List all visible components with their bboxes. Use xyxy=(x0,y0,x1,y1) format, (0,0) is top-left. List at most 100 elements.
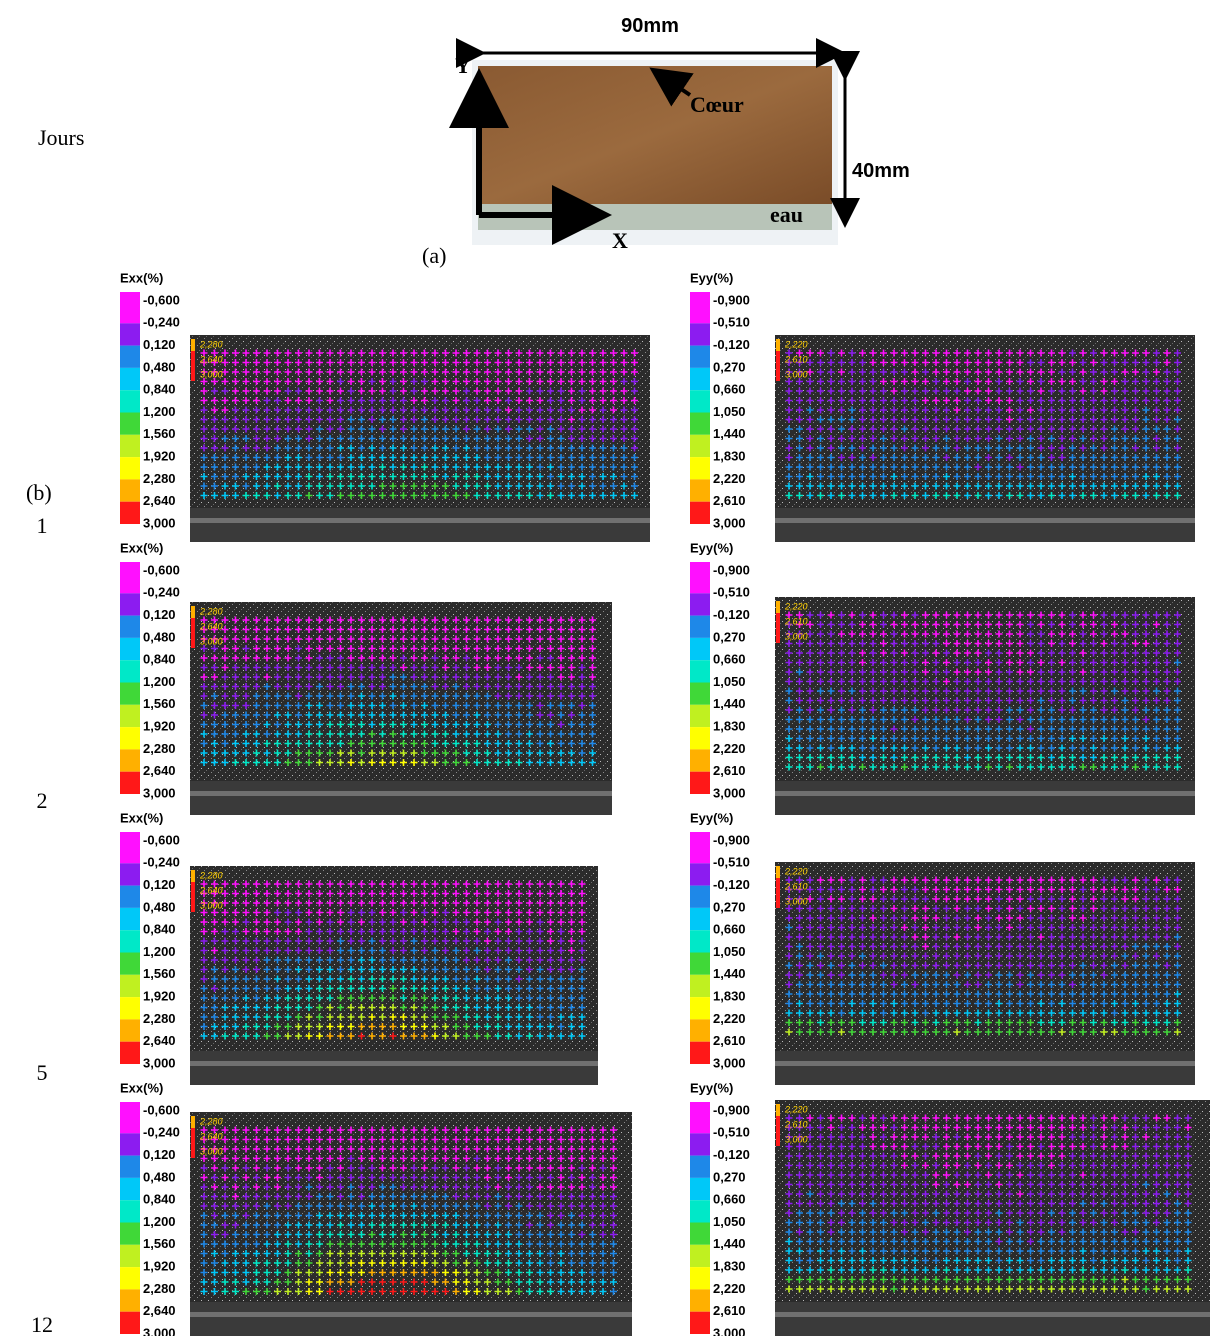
legend-level: 1,920 xyxy=(143,449,176,464)
caption-a: (a) xyxy=(422,243,446,268)
overlay-label: 2,280 xyxy=(199,1116,223,1126)
map-image xyxy=(775,1100,1210,1336)
legend-band xyxy=(120,1019,140,1042)
overlay-bar xyxy=(191,606,195,618)
legend-band xyxy=(690,1019,710,1042)
legend-level: -0,510 xyxy=(713,855,750,870)
overlay-label: 2,610 xyxy=(784,881,808,891)
strain-crosses xyxy=(785,406,1181,480)
strain-crosses xyxy=(785,611,1160,685)
legend-band xyxy=(120,562,140,594)
map-base xyxy=(190,781,612,815)
legend-band xyxy=(690,501,710,524)
overlay-label: 2,280 xyxy=(199,870,223,880)
legend-level: -0,900 xyxy=(713,832,750,847)
strain-map: 2,280 2,640 3,000 xyxy=(190,866,598,1085)
legend-level: -0,900 xyxy=(713,292,750,307)
strain-crosses xyxy=(200,1155,617,1238)
overlay-label: 3,000 xyxy=(200,1146,223,1156)
strain-crosses xyxy=(200,1202,617,1295)
strain-crosses xyxy=(326,1023,428,1040)
legend-band xyxy=(690,1222,710,1245)
strain-crosses xyxy=(785,1114,1192,1245)
legend-band xyxy=(120,412,140,435)
strain-crosses xyxy=(785,611,1181,733)
legend-level: 2,280 xyxy=(143,1011,176,1026)
legend-level: -0,240 xyxy=(143,855,180,870)
legend-band xyxy=(120,479,140,502)
legend-band xyxy=(120,974,140,998)
day-label: 1 xyxy=(37,513,48,538)
legend-band xyxy=(690,1177,710,1201)
legend-band xyxy=(690,292,710,324)
legend-level: 2,220 xyxy=(713,471,746,486)
legend-level: 1,830 xyxy=(713,449,746,464)
overlay-label: 2,640 xyxy=(199,354,223,364)
map-base-edge xyxy=(190,1061,598,1066)
overlay-bar xyxy=(191,351,195,381)
legend-band xyxy=(120,1041,140,1064)
strain-crosses xyxy=(274,1250,512,1295)
legend-band xyxy=(690,323,710,346)
legend-band xyxy=(120,660,140,683)
map-base-edge xyxy=(190,1312,632,1317)
legend-level: 1,440 xyxy=(713,426,746,441)
legend-level: 0,660 xyxy=(713,382,746,397)
strain-crosses xyxy=(221,1221,554,1295)
legend-level: 2,610 xyxy=(713,1303,746,1318)
legend-level: 2,610 xyxy=(713,493,746,508)
legend-band xyxy=(690,952,710,975)
overlay-label: 3,000 xyxy=(200,900,223,910)
legend-level: 2,610 xyxy=(713,763,746,778)
legend-level: 1,560 xyxy=(143,966,176,981)
legend-level: -0,240 xyxy=(143,585,180,600)
legend-level: 3,000 xyxy=(713,1325,746,1336)
legend-level: 0,480 xyxy=(143,629,176,644)
legend-band xyxy=(690,412,710,435)
strain-crosses xyxy=(200,444,638,499)
legend-level: 0,480 xyxy=(143,899,176,914)
legend-level: 2,280 xyxy=(143,471,176,486)
strain-crosses xyxy=(305,482,470,499)
legend-level: 0,120 xyxy=(143,1147,176,1162)
strain-crosses xyxy=(806,1114,1192,1198)
strain-crosses xyxy=(785,349,1181,471)
legend-band xyxy=(120,952,140,975)
legend-level: 0,120 xyxy=(143,877,176,892)
overlay-label: 3,000 xyxy=(200,636,223,646)
map-base xyxy=(190,1302,632,1336)
strain-crosses xyxy=(221,975,533,1040)
legend-level: 1,560 xyxy=(143,426,176,441)
strain-crosses xyxy=(785,1019,1181,1036)
legend-band xyxy=(120,1133,140,1156)
legend-level: 0,120 xyxy=(143,337,176,352)
legend-band xyxy=(120,637,140,661)
legend-level: 0,660 xyxy=(713,922,746,937)
overlay-label: 2,220 xyxy=(784,1104,808,1114)
legend-level: 1,050 xyxy=(713,404,746,419)
strain-crosses xyxy=(785,659,1181,752)
day-label: 5 xyxy=(37,1060,48,1085)
legend-level: 1,560 xyxy=(143,1236,176,1251)
legend-band xyxy=(690,1102,710,1134)
legend-level: 1,830 xyxy=(713,989,746,1004)
legend-band xyxy=(120,704,140,728)
overlay-label: 3,000 xyxy=(785,631,808,641)
strain-crosses xyxy=(326,1278,449,1295)
legend-level: 2,640 xyxy=(143,1033,176,1048)
legend-band xyxy=(690,1267,710,1290)
strain-crosses xyxy=(200,880,586,954)
strain-map: 2,280 2,640 3,000 xyxy=(190,335,650,542)
map-base xyxy=(775,1051,1195,1085)
legend-title: Eyy(%) xyxy=(690,540,733,555)
legend-title: Eyy(%) xyxy=(690,810,733,825)
legend-band xyxy=(120,907,140,931)
legend-level: 1,920 xyxy=(143,1259,176,1274)
legend-level: 0,270 xyxy=(713,899,746,914)
water-label: eau xyxy=(770,202,803,227)
legend-level: 1,440 xyxy=(713,966,746,981)
legend-level: -0,600 xyxy=(143,562,180,577)
legend-level: 2,640 xyxy=(143,1303,176,1318)
strain-crosses xyxy=(806,876,1181,950)
overlay-label: 2,610 xyxy=(784,616,808,626)
